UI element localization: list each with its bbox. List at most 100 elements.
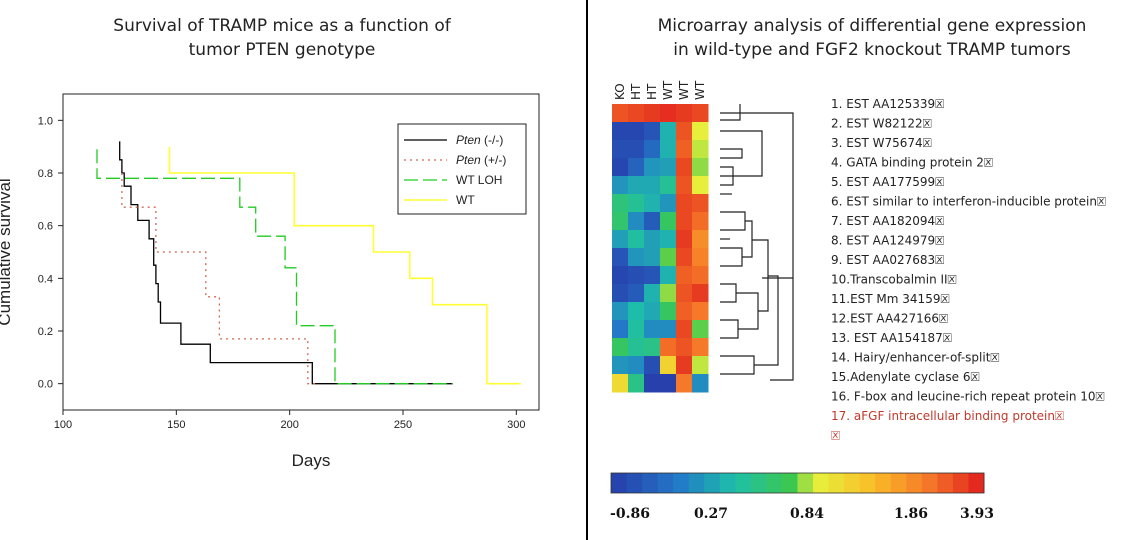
heatmap-cell bbox=[692, 248, 709, 267]
gene-label: 1. EST AA125339🗵 bbox=[831, 97, 944, 111]
heatmap-cell bbox=[660, 230, 677, 249]
y-tick-label: 0.4 bbox=[38, 273, 53, 285]
legend-label: WT bbox=[456, 193, 475, 207]
heatmap-cell bbox=[676, 356, 693, 375]
heatmap-cell bbox=[676, 212, 693, 231]
heatmap-cell bbox=[644, 194, 661, 213]
gene-label: 3. EST W75674🗵 bbox=[831, 136, 932, 150]
heatmap-cell bbox=[612, 302, 629, 321]
colorbar-segment bbox=[673, 473, 690, 493]
heatmap-cell bbox=[612, 374, 629, 393]
heatmap-cell bbox=[660, 176, 677, 195]
y-tick-label: 1.0 bbox=[38, 115, 53, 127]
survival-y-axis-label: Cumulative survival bbox=[0, 178, 14, 325]
heatmap-cell bbox=[660, 212, 677, 231]
x-tick-label: 150 bbox=[167, 419, 185, 431]
series-line-2 bbox=[121, 173, 317, 385]
dendrogram-branch bbox=[742, 220, 753, 258]
legend-label: Pten (-/-) bbox=[456, 133, 503, 147]
heatmap-cell bbox=[676, 230, 693, 249]
x-tick-label: 250 bbox=[394, 419, 412, 431]
heatmap-cell bbox=[660, 140, 677, 159]
dendrogram-branch bbox=[754, 275, 779, 366]
heatmap-column-label: WT bbox=[677, 80, 691, 100]
heatmap-cell bbox=[660, 194, 677, 213]
colorbar-tick-label: 0.84 bbox=[790, 506, 824, 522]
gene-label: 7. EST AA182094🗵 bbox=[831, 214, 944, 228]
heatmap-cell bbox=[692, 158, 709, 177]
colorbar-tick-label: -0.86 bbox=[610, 506, 650, 522]
heatmap-cell bbox=[612, 284, 629, 303]
heatmap-cell bbox=[676, 122, 693, 141]
heatmap-cell bbox=[628, 302, 645, 321]
heatmap-cell bbox=[692, 122, 709, 141]
heatmap-cell bbox=[644, 356, 661, 375]
gene-label: 9. EST AA027683🗵 bbox=[831, 253, 944, 267]
heatmap-cell bbox=[692, 266, 709, 285]
heatmap-cell bbox=[676, 320, 693, 339]
gene-label: 4. GATA binding protein 2🗵 bbox=[831, 156, 993, 170]
colorbar-tick-label: 3.93 bbox=[960, 506, 994, 522]
colorbar-segment bbox=[719, 473, 736, 493]
heatmap-cell bbox=[644, 338, 661, 357]
heatmap-cell bbox=[692, 302, 709, 321]
y-tick-label: 0.2 bbox=[38, 326, 53, 338]
heatmap-cell bbox=[612, 338, 629, 357]
heatmap-cell bbox=[612, 158, 629, 177]
gene-label: 8. EST AA124979🗵 bbox=[831, 234, 944, 248]
heatmap-cell bbox=[644, 104, 661, 123]
gene-label: 16. F-box and leucine-rich repeat protei… bbox=[831, 390, 1105, 404]
heatmap-cell bbox=[612, 212, 629, 231]
x-tick-label: 100 bbox=[54, 419, 72, 431]
gene-label: 15.Adenylate cyclase 6🗵 bbox=[831, 370, 980, 384]
legend-label-italic: Pten bbox=[456, 153, 481, 167]
heatmap-cell bbox=[660, 356, 677, 375]
colorbar-frame bbox=[610, 472, 985, 494]
survival-title-line1: Survival of TRAMP mice as a function of bbox=[113, 16, 451, 36]
survival-plot-frame bbox=[62, 93, 540, 411]
series-line-1 bbox=[119, 141, 453, 385]
gene-label: 11.EST Mm 34159🗵 bbox=[831, 292, 950, 306]
heatmap-column-label: KO bbox=[613, 83, 627, 100]
colorbar-segment bbox=[859, 473, 876, 493]
gene-label: 5. EST AA177599🗵 bbox=[831, 175, 944, 189]
heatmap-cell bbox=[628, 140, 645, 159]
colorbar-segment bbox=[704, 473, 721, 493]
heatmap-cell bbox=[644, 122, 661, 141]
heatmap-cell bbox=[676, 140, 693, 159]
heatmap-cell bbox=[644, 320, 661, 339]
x-tick-label: 200 bbox=[280, 419, 298, 431]
heatmap-cell bbox=[612, 176, 629, 195]
colorbar-segment bbox=[828, 473, 845, 493]
heatmap-cell bbox=[628, 212, 645, 231]
heatmap-cell bbox=[660, 338, 677, 357]
heatmap-cell bbox=[628, 266, 645, 285]
legend-label-italic: Pten bbox=[456, 133, 481, 147]
dendrogram-branch bbox=[720, 211, 746, 231]
colorbar-segment bbox=[657, 473, 674, 493]
heatmap-cell bbox=[676, 284, 693, 303]
heatmap-cell bbox=[692, 194, 709, 213]
dendrogram-branch bbox=[720, 355, 755, 375]
heatmap-cell bbox=[660, 284, 677, 303]
x-tick-label: 300 bbox=[507, 419, 525, 431]
colorbar-tick-label: 0.27 bbox=[694, 506, 728, 522]
heatmap-cell bbox=[676, 374, 693, 393]
gene-label: 14. Hairy/enhancer-of-split🗵 bbox=[831, 351, 1000, 365]
colorbar-segment bbox=[735, 473, 752, 493]
heatmap-cell bbox=[644, 140, 661, 159]
heatmap-cell bbox=[628, 284, 645, 303]
heatmap-cell bbox=[660, 374, 677, 393]
heatmap-cell bbox=[612, 230, 629, 249]
gene-label: 13. EST AA154187🗵 bbox=[831, 331, 952, 345]
heatmap-cell bbox=[628, 158, 645, 177]
heatmap-cell bbox=[676, 104, 693, 123]
colorbar-segment bbox=[875, 473, 892, 493]
heatmap-cell bbox=[628, 356, 645, 375]
heatmap-cell bbox=[612, 356, 629, 375]
heatmap-cell bbox=[676, 338, 693, 357]
heatmap-cell bbox=[612, 122, 629, 141]
heatmap-cell bbox=[612, 140, 629, 159]
